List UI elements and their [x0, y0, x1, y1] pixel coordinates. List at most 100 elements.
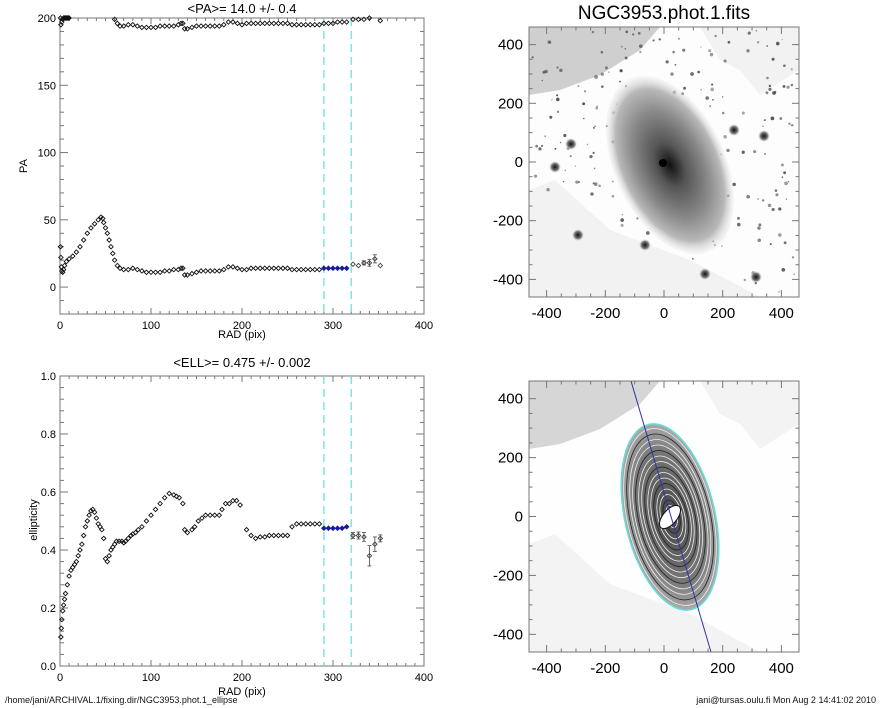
- data-point: [316, 266, 323, 273]
- field-star: [747, 31, 751, 35]
- field-star: [727, 40, 731, 44]
- field-star: [763, 152, 766, 155]
- field-star: [779, 117, 783, 120]
- field-star: [781, 38, 783, 41]
- field-star: [778, 291, 780, 293]
- data-point: [66, 15, 72, 21]
- data-point: [77, 547, 83, 553]
- outer-point: [377, 535, 384, 542]
- data-point: [343, 19, 350, 25]
- data-point: [202, 512, 209, 519]
- data-point: [275, 20, 282, 27]
- data-point: [170, 23, 177, 29]
- data-point: [275, 532, 282, 539]
- field-star: [723, 134, 727, 139]
- field-star: [768, 84, 772, 88]
- data-point: [176, 494, 183, 501]
- data-point: [293, 521, 300, 527]
- field-star: [604, 66, 609, 70]
- data-point: [219, 506, 225, 513]
- isophote-contour: [644, 466, 698, 567]
- x-tick-label: 0: [57, 672, 63, 684]
- timestamp-label: jani@tursas.oulu.fi Mon Aug 2 14:41:02 2…: [696, 695, 876, 705]
- y-tick-label: 0.4: [41, 545, 56, 557]
- data-point: [129, 265, 136, 272]
- data-point: [59, 608, 66, 614]
- img-y-tick-label: -200: [493, 213, 523, 230]
- data-point: [198, 268, 204, 274]
- y-tick-label: 100: [38, 148, 56, 160]
- field-star: [682, 48, 686, 52]
- img-y-tick-label: 400: [498, 37, 523, 54]
- data-point: [111, 257, 118, 264]
- data-point: [117, 23, 123, 29]
- data-point: [207, 23, 213, 29]
- data-point: [60, 602, 67, 608]
- img-y-tick-label: 400: [498, 391, 523, 408]
- field-star: [549, 41, 552, 44]
- field-star: [636, 217, 639, 220]
- field-star: [624, 56, 628, 60]
- data-point: [63, 258, 70, 265]
- data-point: [79, 541, 85, 548]
- data-point: [80, 237, 87, 243]
- outer-point: [355, 532, 362, 539]
- data-point: [125, 21, 132, 28]
- outer-point: [377, 262, 384, 269]
- data-point: [271, 532, 277, 539]
- data-point: [266, 20, 273, 27]
- field-star: [590, 192, 594, 196]
- img-x-tick-label: 400: [769, 305, 794, 322]
- data-point: [152, 269, 159, 276]
- field-star: [709, 105, 712, 107]
- data-point: [302, 21, 309, 28]
- data-point: [266, 532, 273, 539]
- ell-chart-title: <ELL>= 0.475 +/- 0.002: [173, 355, 310, 370]
- data-point: [184, 529, 191, 536]
- field-star: [746, 194, 750, 199]
- field-star: [785, 198, 788, 200]
- data-point: [191, 523, 198, 530]
- field-star: [757, 226, 761, 230]
- field-star: [564, 169, 566, 171]
- data-point: [84, 230, 91, 237]
- field-star: [549, 115, 553, 119]
- y-tick-label: 1.0: [41, 371, 56, 383]
- data-point: [58, 625, 65, 632]
- galaxy-image-panel: NGC3953.phot.1.fits -400 -200 0 200 400 400 20…: [493, 3, 800, 322]
- data-point: [193, 269, 200, 276]
- pa-plot-frame: [59, 17, 425, 315]
- data-point: [125, 535, 132, 542]
- isophote-contour: [656, 488, 687, 545]
- pa-y-axis-label: PA: [18, 158, 30, 173]
- data-point: [334, 19, 341, 25]
- img-x-tick-label: -400: [532, 660, 562, 677]
- field-star: [778, 207, 782, 211]
- bright-star: [728, 124, 740, 136]
- data-point: [193, 23, 200, 29]
- data-point: [298, 521, 304, 527]
- data-point: [106, 552, 112, 559]
- field-star: [765, 91, 769, 95]
- data-point: [202, 23, 209, 29]
- img-x-tick-label: -400: [532, 305, 562, 322]
- field-star: [598, 184, 601, 188]
- data-point: [257, 20, 264, 27]
- field-star: [705, 96, 709, 100]
- data-point: [134, 266, 141, 273]
- outer-point: [361, 260, 367, 266]
- field-star: [770, 116, 775, 121]
- field-star: [620, 223, 624, 227]
- field-star: [556, 110, 560, 113]
- img-x-tick-label: 200: [710, 660, 735, 677]
- fit-point: [330, 525, 336, 532]
- img-x-tick-label: 0: [660, 305, 668, 322]
- img-y-tick-label: 0: [515, 154, 523, 171]
- field-star: [559, 141, 562, 144]
- data-point: [64, 581, 71, 588]
- fit-point: [334, 525, 341, 532]
- isophote-contour: [623, 428, 717, 606]
- field-star: [569, 155, 572, 158]
- field-star: [619, 80, 621, 83]
- bright-star: [565, 138, 577, 150]
